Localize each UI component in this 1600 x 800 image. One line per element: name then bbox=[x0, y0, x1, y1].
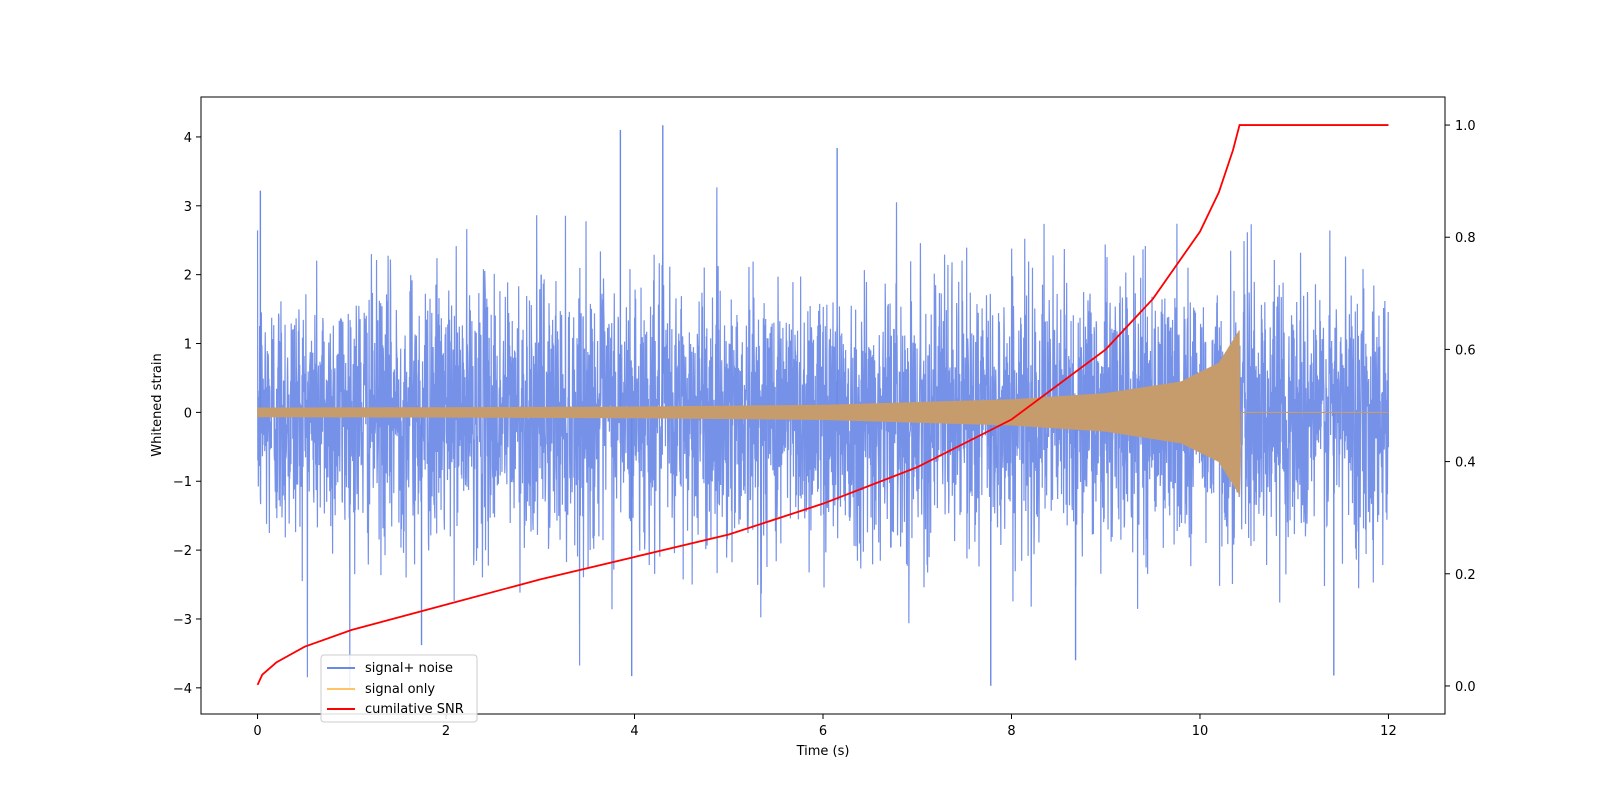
y2-tick-label: 1.0 bbox=[1455, 119, 1476, 134]
legend-label-signal-noise: signal+ noise bbox=[365, 661, 453, 676]
x-axis-label: Time (s) bbox=[796, 744, 850, 759]
y2-tick-label: 0.6 bbox=[1455, 343, 1476, 358]
y-tick-label: 3 bbox=[184, 200, 192, 215]
y-tick-label: −1 bbox=[173, 475, 192, 490]
x-tick-label: 2 bbox=[442, 724, 450, 739]
y-tick-label: 2 bbox=[184, 269, 192, 284]
x-tick-label: 0 bbox=[253, 724, 261, 739]
y-axis-label: Whitened strain bbox=[150, 353, 165, 456]
series-layer bbox=[256, 124, 1390, 688]
legend-box bbox=[320, 654, 478, 723]
y2-tick-label: 0.4 bbox=[1455, 456, 1476, 471]
x-tick-label: 4 bbox=[630, 724, 638, 739]
y-tick-label: 1 bbox=[184, 338, 192, 353]
y-tick-label: −3 bbox=[173, 613, 192, 628]
y2-tick-label: 0.0 bbox=[1455, 680, 1476, 695]
y-tick-label: −4 bbox=[173, 682, 192, 697]
cumulative-snr-line bbox=[256, 124, 1389, 686]
legend-label-signal-only: signal only bbox=[365, 682, 435, 697]
y2-tick-label: 0.2 bbox=[1455, 568, 1476, 583]
legend-label-cumulative-snr: cumilative SNR bbox=[365, 702, 464, 717]
x-tick-label: 10 bbox=[1192, 724, 1209, 739]
x-tick-label: 6 bbox=[819, 724, 827, 739]
x-tick-label: 8 bbox=[1007, 724, 1015, 739]
y-tick-label: −2 bbox=[173, 544, 192, 559]
legend: signal+ noise signal only cumilative SNR bbox=[320, 654, 478, 723]
y-tick-label: 0 bbox=[184, 406, 192, 421]
signal-only-line bbox=[257, 330, 1389, 496]
x-tick-label: 12 bbox=[1380, 724, 1397, 739]
y2-tick-label: 0.8 bbox=[1455, 231, 1476, 246]
y-tick-label: 4 bbox=[184, 131, 192, 146]
